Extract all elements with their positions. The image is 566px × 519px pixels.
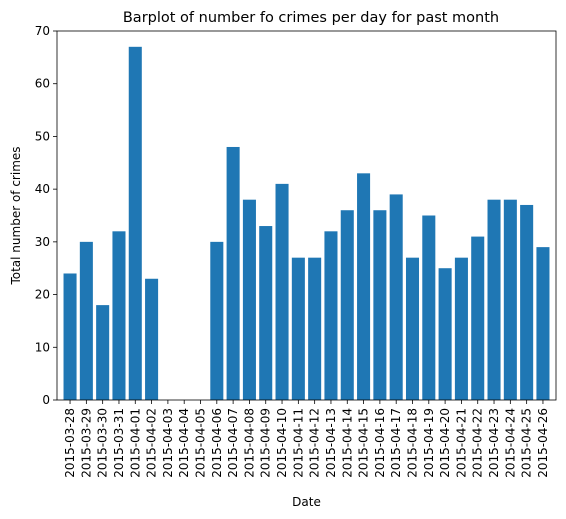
- x-tick-label: 2015-04-19: [422, 408, 436, 478]
- bar-2015-04-01: [128, 46, 142, 401]
- chart-title: Barplot of number fo crimes per day for …: [123, 10, 499, 26]
- x-tick-label: 2015-04-23: [487, 408, 501, 478]
- x-tick-label: 2015-04-17: [389, 408, 403, 478]
- x-tick-label: 2015-04-09: [259, 408, 273, 478]
- x-tick-label: 2015-04-11: [291, 408, 305, 478]
- x-axis-label: Date: [292, 495, 321, 509]
- y-axis: 0 10 20 30 40 50 60 70: [35, 24, 57, 407]
- y-tick-label: 30: [35, 235, 50, 249]
- bar-2015-03-28: [63, 273, 77, 400]
- x-tick-label: 2015-04-08: [242, 408, 256, 478]
- x-tick-label: 2015-04-13: [324, 408, 338, 478]
- x-tick-label: 2015-03-31: [112, 408, 126, 478]
- x-tick-label: 2015-03-29: [79, 408, 93, 478]
- bar-2015-04-15: [357, 173, 371, 400]
- y-tick-label: 20: [35, 288, 50, 302]
- x-tick-label: 2015-04-05: [194, 408, 208, 478]
- bar-2015-04-07: [226, 146, 240, 400]
- bar-2015-04-13: [324, 231, 338, 400]
- x-tick-label: 2015-04-22: [471, 408, 485, 478]
- x-tick-label: 2015-04-26: [536, 408, 550, 478]
- x-tick-label: 2015-04-16: [373, 408, 387, 478]
- y-tick-label: 40: [35, 182, 50, 196]
- y-axis-label: Total number of crimes: [9, 146, 23, 285]
- bar-2015-04-02: [145, 278, 159, 400]
- x-tick-label: 2015-04-07: [226, 408, 240, 478]
- y-tick-label: 0: [42, 393, 50, 407]
- x-tick-label: 2015-03-30: [96, 408, 110, 478]
- bar-2015-04-11: [291, 257, 305, 400]
- bar-2015-04-08: [242, 199, 256, 400]
- bar-2015-04-21: [454, 257, 468, 400]
- y-tick-label: 70: [35, 24, 50, 38]
- plot-frame: [56, 30, 557, 401]
- x-tick-label: 2015-04-14: [340, 408, 354, 478]
- bar-2015-04-10: [275, 183, 289, 400]
- bar-2015-03-31: [112, 231, 126, 400]
- x-tick-label: 2015-04-02: [145, 408, 159, 478]
- x-tick-label: 2015-04-24: [503, 408, 517, 478]
- x-tick-label: 2015-04-18: [405, 408, 419, 478]
- bar-2015-04-14: [340, 210, 354, 400]
- bar-2015-04-19: [422, 215, 436, 400]
- x-tick-label: 2015-03-28: [63, 408, 77, 478]
- y-tick-label: 60: [35, 77, 50, 91]
- x-tick-label: 2015-04-01: [128, 408, 142, 478]
- x-tick-label: 2015-04-20: [438, 408, 452, 478]
- bar-2015-04-09: [259, 226, 273, 400]
- bar-2015-04-12: [308, 257, 322, 400]
- x-tick-label: 2015-04-10: [275, 408, 289, 478]
- x-tick-label: 2015-04-04: [177, 408, 191, 478]
- y-tick-label: 50: [35, 129, 50, 143]
- x-tick-label: 2015-04-25: [520, 408, 534, 478]
- bar-2015-04-20: [438, 268, 452, 400]
- x-axis: 2015-03-28 2015-03-29 2015-03-30 2015-03-31…: [63, 400, 550, 478]
- x-tick-label: 2015-04-12: [308, 408, 322, 478]
- x-tick-label: 2015-04-06: [210, 408, 224, 478]
- bar-2015-04-23: [487, 199, 501, 400]
- bar-2015-04-16: [373, 210, 387, 400]
- bar-2015-04-24: [503, 199, 517, 400]
- bar-2015-04-22: [471, 236, 485, 400]
- bar-2015-04-18: [405, 257, 420, 400]
- bar-2015-04-25: [520, 204, 534, 400]
- y-tick-label: 10: [35, 340, 50, 354]
- bar-2015-04-06: [210, 241, 224, 400]
- bar-2015-04-17: [389, 194, 403, 400]
- x-tick-label: 2015-04-03: [161, 408, 175, 478]
- x-tick-label: 2015-04-15: [357, 408, 371, 478]
- bar-2015-04-26: [536, 247, 550, 400]
- bar-2015-03-30: [96, 305, 110, 400]
- bars-group: [63, 46, 550, 401]
- x-tick-label: 2015-04-21: [454, 408, 468, 478]
- bar-2015-03-29: [79, 241, 93, 400]
